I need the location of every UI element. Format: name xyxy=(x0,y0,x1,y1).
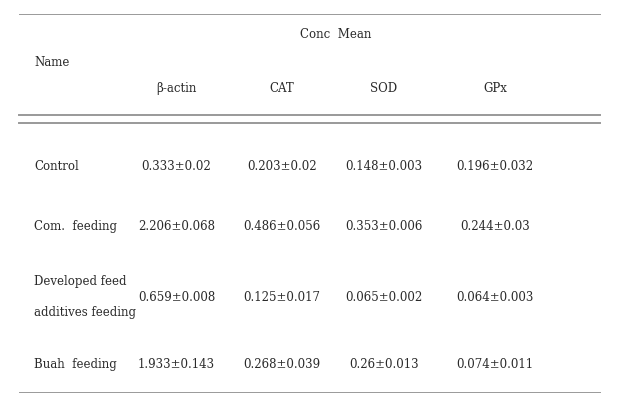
Text: SOD: SOD xyxy=(370,82,397,95)
Text: 0.26±0.013: 0.26±0.013 xyxy=(349,358,418,371)
Text: 0.244±0.03: 0.244±0.03 xyxy=(461,220,530,233)
Text: 0.064±0.003: 0.064±0.003 xyxy=(457,291,534,303)
Text: 0.125±0.017: 0.125±0.017 xyxy=(243,291,320,303)
Text: 0.203±0.02: 0.203±0.02 xyxy=(247,160,316,173)
Text: Conc  Mean: Conc Mean xyxy=(300,28,371,41)
Text: 0.065±0.002: 0.065±0.002 xyxy=(345,291,422,303)
Text: 0.148±0.003: 0.148±0.003 xyxy=(345,160,422,173)
Text: 0.268±0.039: 0.268±0.039 xyxy=(243,358,320,371)
Text: Control: Control xyxy=(34,160,79,173)
Text: CAT: CAT xyxy=(269,82,294,95)
Text: Developed feed: Developed feed xyxy=(34,275,126,288)
Text: β-actin: β-actin xyxy=(156,82,197,95)
Text: 2.206±0.068: 2.206±0.068 xyxy=(138,220,215,233)
Text: Name: Name xyxy=(34,56,69,69)
Text: Com.  feeding: Com. feeding xyxy=(34,220,117,233)
Text: 0.486±0.056: 0.486±0.056 xyxy=(243,220,320,233)
Text: 0.333±0.02: 0.333±0.02 xyxy=(142,160,211,173)
Text: 0.074±0.011: 0.074±0.011 xyxy=(457,358,534,371)
Text: GPx: GPx xyxy=(483,82,507,95)
Text: 0.196±0.032: 0.196±0.032 xyxy=(457,160,534,173)
Text: additives feeding: additives feeding xyxy=(34,306,136,319)
Text: 0.353±0.006: 0.353±0.006 xyxy=(345,220,422,233)
Text: Buah  feeding: Buah feeding xyxy=(34,358,117,371)
Text: 0.659±0.008: 0.659±0.008 xyxy=(138,291,215,303)
Text: 1.933±0.143: 1.933±0.143 xyxy=(138,358,215,371)
